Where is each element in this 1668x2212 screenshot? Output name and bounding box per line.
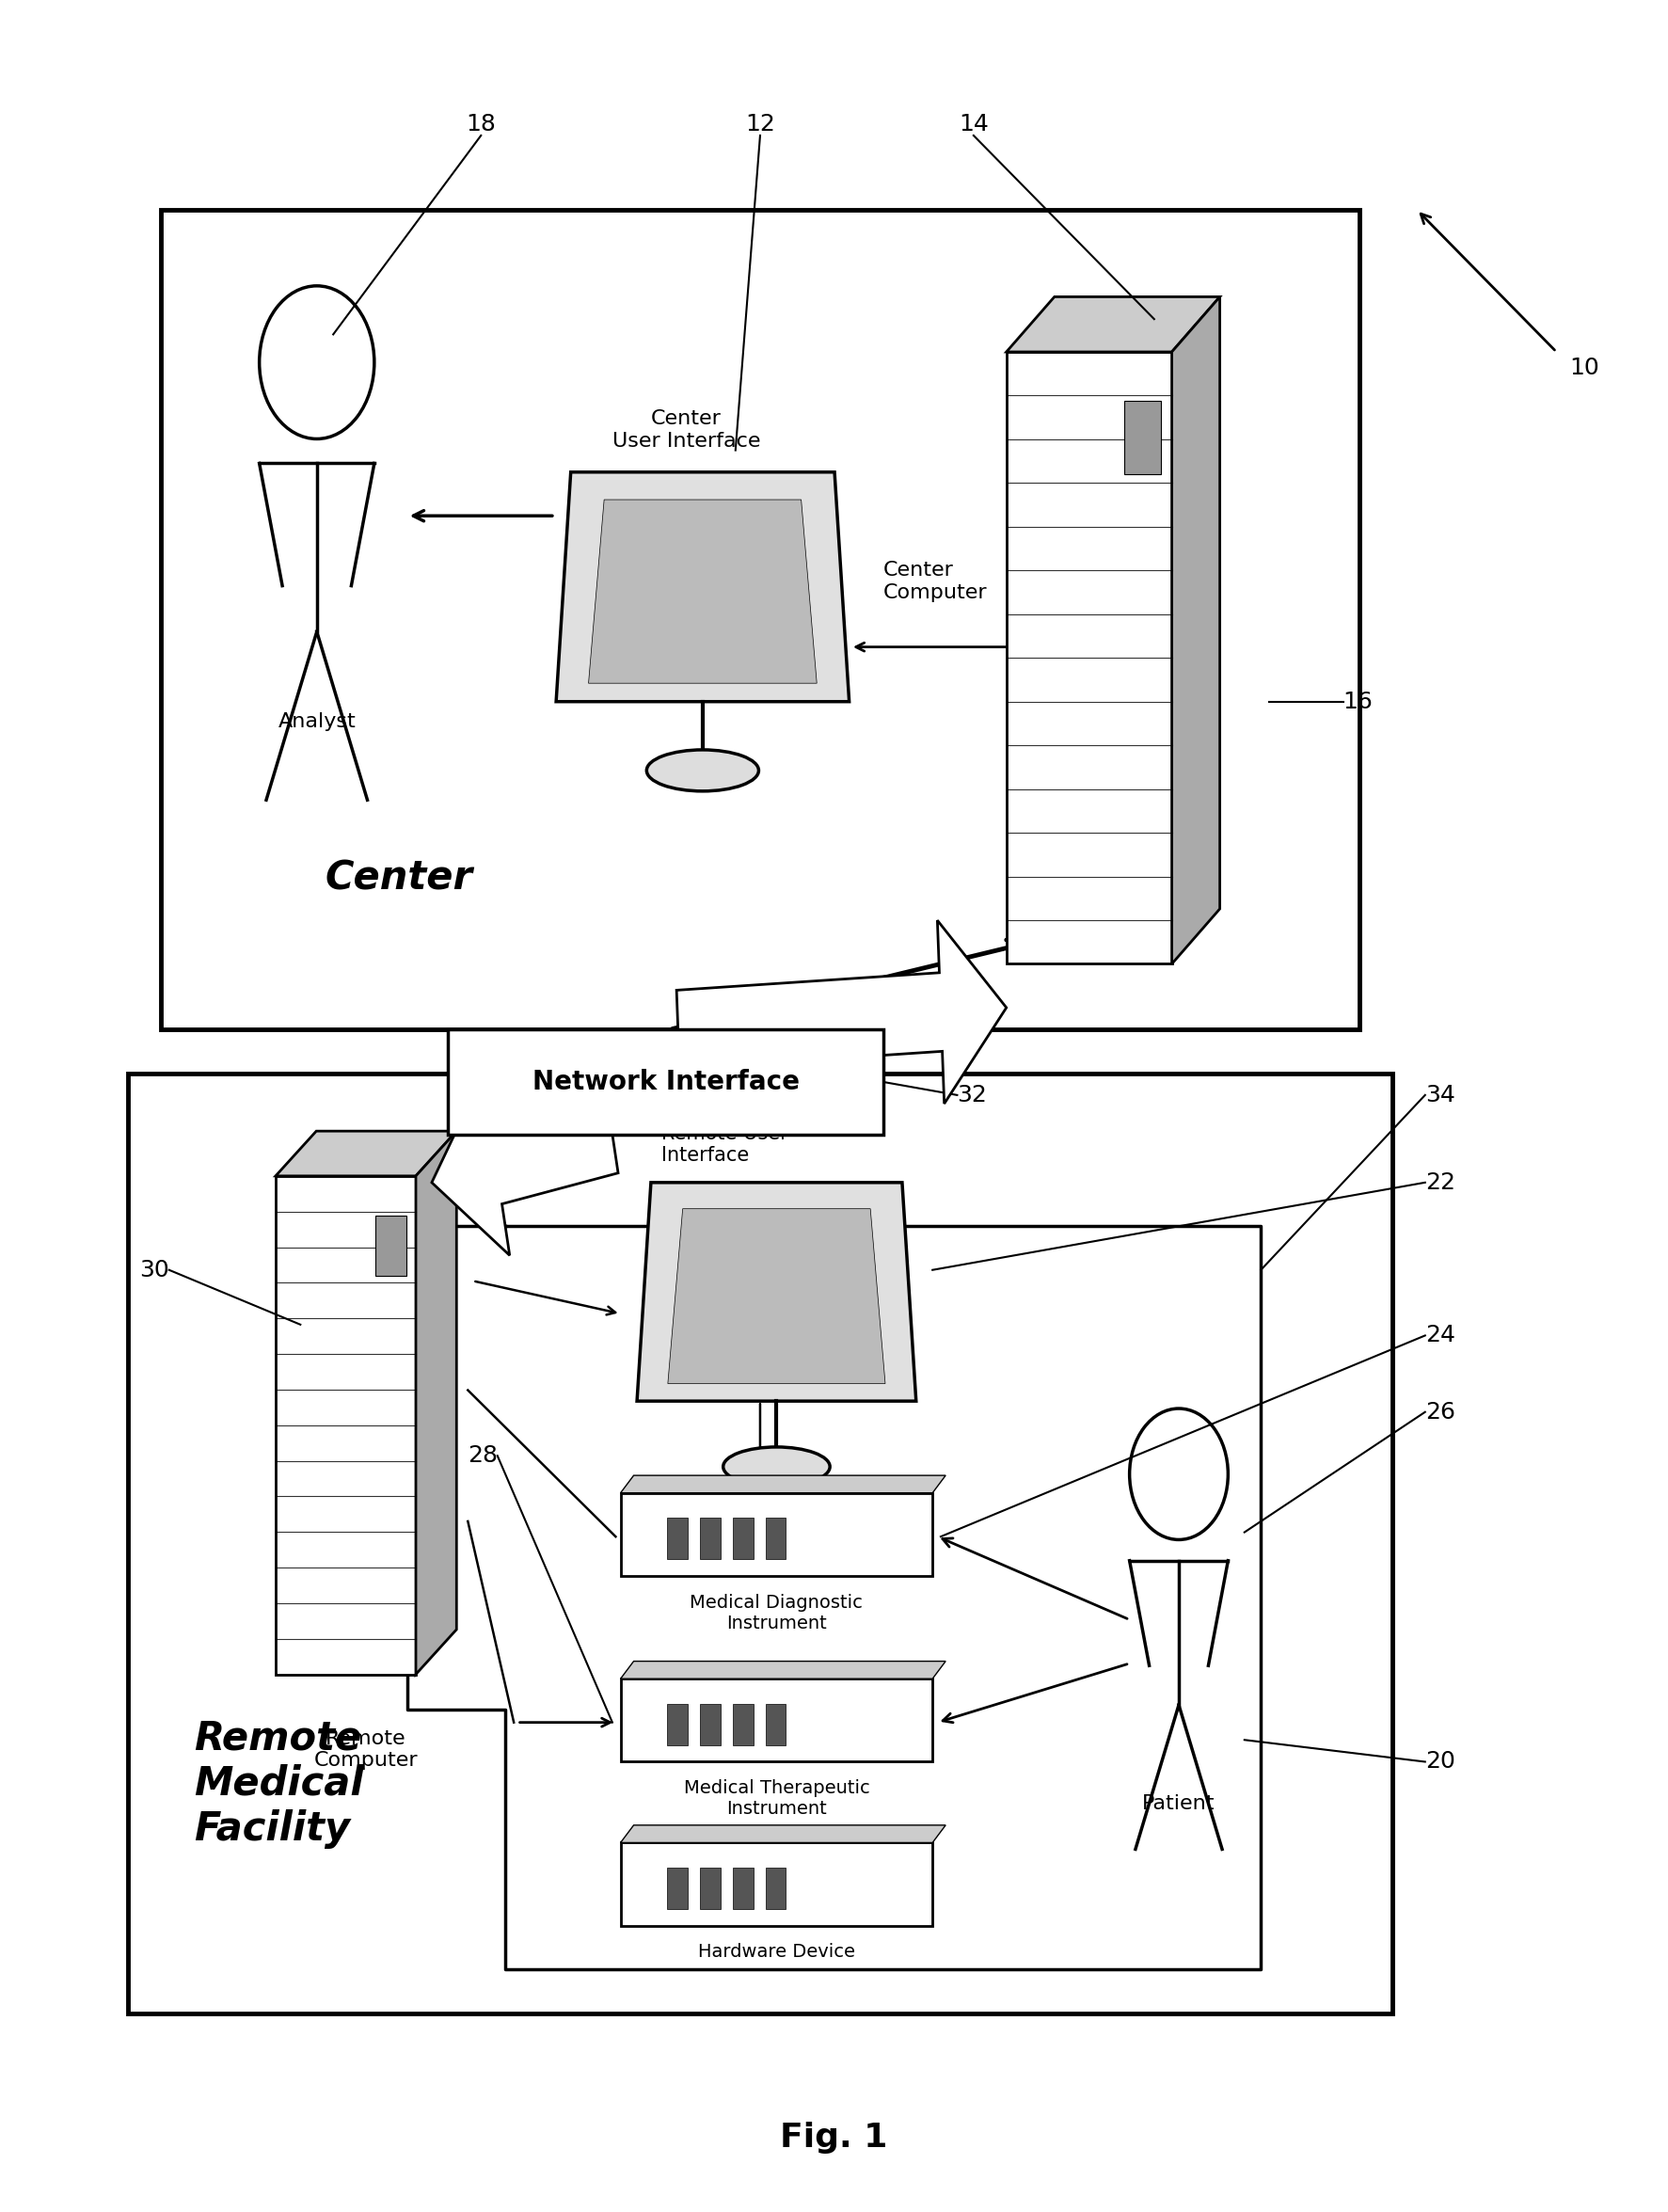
Text: Center
Computer: Center Computer <box>884 562 987 602</box>
Polygon shape <box>1006 352 1173 964</box>
Polygon shape <box>275 1130 457 1177</box>
Polygon shape <box>1124 400 1161 473</box>
Polygon shape <box>620 1843 932 1927</box>
Polygon shape <box>620 1493 932 1575</box>
Text: Hardware Device: Hardware Device <box>697 1942 856 1962</box>
Text: Analyst: Analyst <box>279 712 355 732</box>
Text: Center
User Interface: Center User Interface <box>612 409 761 451</box>
Polygon shape <box>620 1679 932 1761</box>
Text: 32: 32 <box>957 1084 987 1106</box>
Polygon shape <box>701 1867 721 1909</box>
Polygon shape <box>275 1177 415 1674</box>
Polygon shape <box>160 210 1359 1029</box>
Polygon shape <box>589 500 817 684</box>
Text: Center: Center <box>325 858 472 898</box>
Text: Medical Therapeutic
Instrument: Medical Therapeutic Instrument <box>684 1778 869 1818</box>
Polygon shape <box>667 1867 687 1909</box>
Polygon shape <box>701 1703 721 1745</box>
Text: 34: 34 <box>1424 1084 1454 1106</box>
Polygon shape <box>667 1517 687 1559</box>
Polygon shape <box>701 1517 721 1559</box>
Polygon shape <box>128 1073 1393 2013</box>
Polygon shape <box>732 1517 754 1559</box>
Polygon shape <box>620 1825 946 1843</box>
Polygon shape <box>667 1703 687 1745</box>
Text: Patient: Patient <box>1143 1794 1216 1814</box>
Ellipse shape <box>647 750 759 792</box>
Polygon shape <box>766 1703 786 1745</box>
Text: 30: 30 <box>138 1259 168 1281</box>
Polygon shape <box>766 1517 786 1559</box>
Polygon shape <box>732 1867 754 1909</box>
Text: Remote
Medical
Facility: Remote Medical Facility <box>193 1719 364 1849</box>
Text: 10: 10 <box>1570 356 1600 378</box>
Text: 28: 28 <box>467 1444 497 1467</box>
Text: Network Interface: Network Interface <box>532 1068 799 1095</box>
Text: Remote User
Interface: Remote User Interface <box>662 1124 789 1166</box>
Polygon shape <box>1006 296 1219 352</box>
Polygon shape <box>620 1661 946 1679</box>
Polygon shape <box>375 1217 407 1276</box>
Text: Medical Diagnostic
Instrument: Medical Diagnostic Instrument <box>691 1593 862 1632</box>
Polygon shape <box>449 1029 884 1135</box>
Polygon shape <box>1173 296 1219 964</box>
Text: 12: 12 <box>746 113 776 135</box>
Text: 24: 24 <box>1424 1325 1454 1347</box>
Polygon shape <box>667 1208 886 1382</box>
Text: 14: 14 <box>959 113 989 135</box>
Polygon shape <box>732 1703 754 1745</box>
Text: 16: 16 <box>1343 690 1373 712</box>
Polygon shape <box>637 1183 916 1400</box>
Text: Remote
Computer: Remote Computer <box>314 1730 419 1770</box>
Polygon shape <box>415 1130 457 1674</box>
Text: 18: 18 <box>465 113 495 135</box>
Text: 22: 22 <box>1424 1170 1454 1194</box>
Text: Fig. 1: Fig. 1 <box>781 2121 887 2154</box>
Text: 26: 26 <box>1424 1400 1454 1422</box>
Polygon shape <box>432 1075 619 1256</box>
Polygon shape <box>555 471 849 701</box>
Polygon shape <box>677 920 1006 1104</box>
Polygon shape <box>620 1475 946 1493</box>
Text: 20: 20 <box>1424 1750 1454 1774</box>
Polygon shape <box>766 1867 786 1909</box>
Ellipse shape <box>724 1447 831 1486</box>
